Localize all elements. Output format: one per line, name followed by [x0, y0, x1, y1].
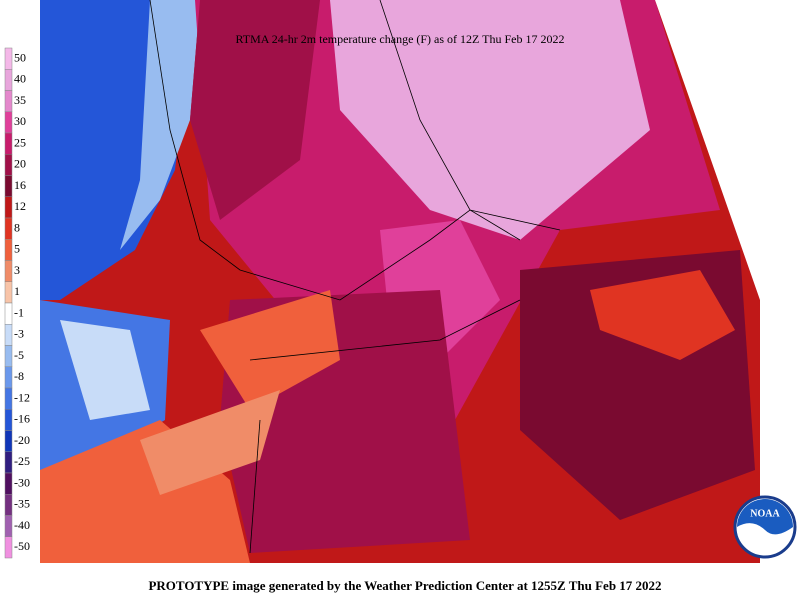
colorbar-label: 1 — [14, 284, 20, 298]
colorbar-label: 16 — [14, 178, 26, 192]
colorbar-label: 5 — [14, 242, 20, 256]
footer: PROTOTYPE image generated by the Weather… — [148, 578, 661, 593]
colorbar-swatch — [4, 387, 13, 410]
colorbar-swatch — [4, 451, 13, 474]
colorbar-swatch — [4, 472, 13, 495]
colorbar-swatch — [4, 154, 13, 176]
map-title: RTMA 24-hr 2m temperature change (F) as … — [236, 32, 565, 46]
colorbar-label: -1 — [14, 305, 24, 319]
colorbar-label: -50 — [14, 539, 30, 553]
colorbar-swatch — [4, 47, 13, 70]
map — [40, 0, 800, 563]
colorbar-label: -20 — [14, 433, 30, 447]
colorbar-label: 30 — [14, 114, 26, 128]
colorbar-swatch — [4, 217, 13, 240]
colorbar-label: -3 — [14, 327, 24, 341]
colorbar-swatch — [4, 90, 13, 112]
colorbar-label: -5 — [14, 348, 24, 362]
colorbar-swatch — [4, 345, 13, 367]
colorbar-label: -25 — [14, 454, 30, 468]
colorbar-swatch — [4, 366, 13, 389]
colorbar-swatch — [4, 69, 13, 91]
colorbar-swatch — [4, 515, 13, 537]
colorbar-swatch — [4, 132, 13, 155]
colorbar-label: 50 — [14, 50, 26, 64]
colorbar-label: -16 — [14, 412, 30, 426]
colorbar-label: 35 — [14, 93, 26, 107]
colorbar-label: 3 — [14, 263, 20, 277]
colorbar-label: -8 — [14, 369, 24, 383]
colorbar-label: -30 — [14, 475, 30, 489]
colorbar-label: -35 — [14, 497, 30, 511]
colorbar-swatch — [4, 281, 13, 304]
colorbar-swatch — [4, 260, 13, 282]
colorbar-label: 12 — [14, 199, 26, 213]
colorbar-swatch — [4, 324, 13, 346]
colorbar-label: 25 — [14, 135, 26, 149]
noaa-logo: NOAA — [733, 495, 797, 559]
colorbar-swatch — [4, 111, 13, 134]
colorbar-swatch — [4, 494, 13, 516]
colorbar-swatch — [4, 430, 13, 452]
colorbar-label: -12 — [14, 390, 30, 404]
logo-text: NOAA — [750, 508, 780, 519]
colorbar-swatch — [4, 175, 13, 197]
colorbar-swatch — [4, 196, 13, 219]
colorbar-swatch — [4, 409, 13, 431]
colorbar: 50 40 35 30 25 20 16 12 8 5 3 1 -1 -3 -5 -8 -12 -16 -20 -25… — [4, 47, 30, 559]
colorbar-label: -40 — [14, 518, 30, 532]
colorbar-label: 40 — [14, 72, 26, 86]
colorbar-label: 8 — [14, 220, 20, 234]
colorbar-swatch — [4, 536, 13, 559]
colorbar-swatch — [4, 239, 13, 261]
colorbar-swatch — [4, 302, 13, 325]
colorbar-label: 20 — [14, 157, 26, 171]
